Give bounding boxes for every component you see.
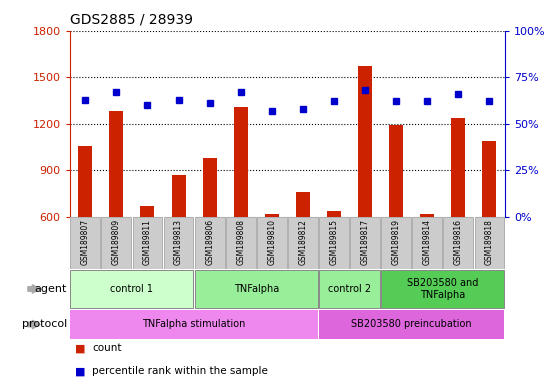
Bar: [109, 111, 123, 217]
Text: control 2: control 2: [328, 284, 371, 294]
Text: GSM189817: GSM189817: [360, 219, 369, 265]
FancyArrow shape: [28, 320, 40, 329]
Bar: [296, 192, 310, 217]
Bar: [70, 310, 318, 339]
Bar: [389, 126, 403, 217]
Bar: [451, 118, 465, 217]
Bar: [203, 158, 217, 217]
Bar: [234, 107, 248, 217]
Text: ■: ■: [75, 366, 86, 376]
Text: GDS2885 / 28939: GDS2885 / 28939: [70, 13, 193, 27]
Bar: [288, 217, 318, 269]
Bar: [141, 206, 155, 217]
Text: GSM189819: GSM189819: [392, 219, 401, 265]
Bar: [171, 175, 186, 217]
Bar: [474, 217, 504, 269]
Text: GSM189807: GSM189807: [81, 219, 90, 265]
Bar: [319, 310, 504, 339]
Text: GSM189812: GSM189812: [299, 219, 307, 265]
Bar: [358, 66, 372, 217]
Text: GSM189815: GSM189815: [330, 219, 339, 265]
Bar: [195, 217, 224, 269]
Bar: [195, 270, 318, 308]
Text: GSM189818: GSM189818: [485, 219, 494, 265]
Text: GSM189808: GSM189808: [236, 219, 245, 265]
Bar: [319, 217, 349, 269]
Bar: [78, 146, 92, 217]
Text: count: count: [92, 343, 122, 353]
Bar: [327, 211, 341, 217]
Text: GSM189816: GSM189816: [454, 219, 463, 265]
Text: ■: ■: [75, 343, 86, 353]
Text: GSM189810: GSM189810: [267, 219, 276, 265]
Text: GSM189813: GSM189813: [174, 219, 183, 265]
Bar: [133, 217, 162, 269]
Bar: [420, 214, 434, 217]
Text: percentile rank within the sample: percentile rank within the sample: [92, 366, 268, 376]
FancyArrow shape: [28, 285, 40, 293]
Text: SB203580 and
TNFalpha: SB203580 and TNFalpha: [407, 278, 479, 300]
Bar: [350, 217, 380, 269]
Bar: [70, 270, 194, 308]
Text: control 1: control 1: [110, 284, 153, 294]
Text: TNFalpha: TNFalpha: [234, 284, 279, 294]
Text: agent: agent: [35, 284, 67, 294]
Text: GSM189809: GSM189809: [112, 219, 121, 265]
Bar: [265, 214, 279, 217]
Text: TNFalpha stimulation: TNFalpha stimulation: [142, 319, 246, 329]
Text: SB203580 preincubation: SB203580 preincubation: [352, 319, 472, 329]
Bar: [319, 270, 380, 308]
Text: protocol: protocol: [22, 319, 67, 329]
Bar: [226, 217, 256, 269]
Text: GSM189811: GSM189811: [143, 219, 152, 265]
Bar: [483, 141, 497, 217]
Bar: [257, 217, 287, 269]
Bar: [163, 217, 194, 269]
Bar: [412, 217, 442, 269]
Text: GSM189806: GSM189806: [205, 219, 214, 265]
Bar: [444, 217, 473, 269]
Bar: [70, 217, 100, 269]
Bar: [381, 270, 504, 308]
Bar: [102, 217, 131, 269]
Bar: [381, 217, 411, 269]
Text: GSM189814: GSM189814: [423, 219, 432, 265]
